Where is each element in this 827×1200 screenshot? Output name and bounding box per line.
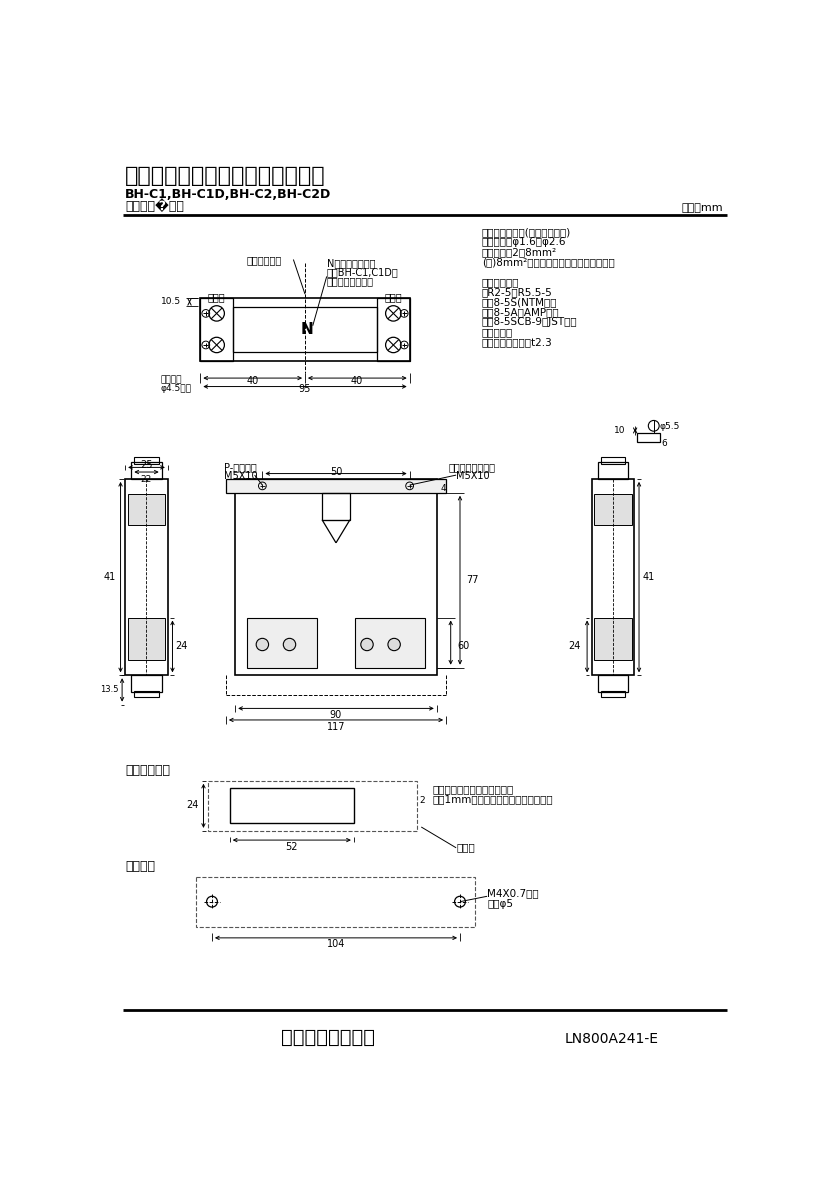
Text: 22: 22 (141, 475, 151, 484)
Text: R2-5～R5.5-5: R2-5～R5.5-5 (481, 287, 552, 298)
Text: M5X10: M5X10 (456, 472, 489, 481)
Bar (200, 298, 232, 361)
Text: 10.5: 10.5 (160, 298, 181, 306)
Text: 8-5A（AMP社）: 8-5A（AMP社） (481, 307, 559, 317)
Text: 13.5: 13.5 (100, 685, 119, 695)
Text: 穴明寸法: 穴明寸法 (125, 860, 155, 874)
Text: 24: 24 (175, 641, 188, 652)
Text: P-なべねじ: P-なべねじ (223, 462, 256, 472)
Bar (134, 457, 158, 463)
Bar (200, 298, 409, 361)
Bar (226, 479, 446, 493)
Text: N（中性線記号）: N（中性線記号） (327, 258, 375, 268)
Bar (196, 877, 475, 928)
Bar (376, 298, 409, 361)
Text: 片側1mmの隙間をもたせた寸法です。: 片側1mmの隙間をもたせた寸法です。 (433, 794, 552, 805)
Bar (636, 433, 659, 442)
Text: 52: 52 (285, 841, 298, 852)
Text: 又はφ5: 又はφ5 (486, 899, 513, 908)
Text: φ5.5: φ5.5 (659, 422, 680, 431)
Text: 104: 104 (327, 940, 345, 949)
Text: より線：2～8mm²: より線：2～8mm² (481, 247, 556, 257)
Text: BH-C1,BH-C1D,BH-C2,BH-C2D: BH-C1,BH-C1D,BH-C2,BH-C2D (125, 188, 331, 200)
Text: 24: 24 (568, 641, 581, 652)
Text: 40: 40 (246, 376, 258, 385)
Bar (125, 479, 168, 676)
Text: (注)8mm²電線は圧着端子をご使用下さい: (注)8mm²電線は圧着端子をご使用下さい (481, 257, 614, 268)
Text: 8-5S(NTM社）: 8-5S(NTM社） (481, 298, 557, 307)
Text: 単線　：φ1.6～φ2.6: 単線 ：φ1.6～φ2.6 (481, 238, 566, 247)
Text: 50: 50 (329, 467, 342, 476)
Text: 遮断器: 遮断器 (456, 842, 475, 852)
Bar (134, 691, 158, 697)
Text: 90: 90 (329, 710, 342, 720)
Circle shape (388, 638, 399, 650)
Bar (355, 618, 424, 667)
Text: 95: 95 (299, 384, 311, 395)
Bar (208, 781, 417, 830)
Text: 6: 6 (661, 439, 667, 448)
Text: 表板穴明寸法: 表板穴明寸法 (125, 764, 170, 776)
Circle shape (256, 638, 268, 650)
Bar (600, 691, 624, 697)
Text: 4: 4 (440, 485, 446, 493)
Bar (235, 479, 436, 676)
Text: 電源側: 電源側 (208, 292, 225, 302)
Text: 25: 25 (140, 461, 152, 470)
Text: 標準外形�法図: 標準外形�法図 (125, 199, 184, 214)
Bar (600, 457, 624, 463)
Bar (127, 494, 165, 526)
Text: 41: 41 (642, 571, 653, 582)
Bar (593, 618, 631, 660)
Text: 最大導帯板厚　t2.3: 最大導帯板厚 t2.3 (481, 337, 552, 347)
Text: 117: 117 (327, 721, 345, 732)
Text: 穴明寸法は遮断器窓枠に対し: 穴明寸法は遮断器窓枠に対し (433, 785, 514, 794)
Bar (131, 676, 161, 692)
Text: 三菱電機株式会社: 三菱電機株式会社 (281, 1028, 375, 1046)
Text: 遮断器の中心: 遮断器の中心 (246, 256, 282, 265)
Circle shape (361, 638, 373, 650)
Text: 2: 2 (419, 796, 425, 805)
Bar (131, 462, 161, 479)
Bar (232, 307, 376, 352)
Text: 60: 60 (457, 641, 469, 652)
Text: 24: 24 (186, 800, 198, 810)
Text: M5X10: M5X10 (223, 472, 257, 481)
Text: N: N (300, 322, 313, 337)
Text: φ4.5長穴: φ4.5長穴 (160, 384, 191, 394)
Text: 導帯加工図: 導帯加工図 (481, 328, 513, 337)
Bar (591, 479, 633, 676)
Circle shape (283, 638, 295, 650)
Text: にのみ付きます: にのみ付きます (327, 276, 373, 287)
Bar (597, 676, 628, 692)
Text: 単位：mm: 単位：mm (681, 203, 723, 214)
Text: 注：BH-C1,C1D形: 注：BH-C1,C1D形 (327, 268, 398, 277)
Bar (127, 618, 165, 660)
Bar (246, 618, 316, 667)
Text: 8-5SCB-9（JST社）: 8-5SCB-9（JST社） (481, 317, 576, 328)
Bar (597, 462, 628, 479)
Text: セルフアップねじ: セルフアップねじ (448, 462, 495, 472)
Bar (593, 494, 631, 526)
Text: 適合圧着端子: 適合圧着端子 (481, 277, 519, 287)
Text: 三菱分電盤用ノーヒューズ遮断器: 三菱分電盤用ノーヒューズ遮断器 (125, 166, 326, 186)
Text: 10: 10 (614, 426, 625, 434)
Bar (230, 788, 353, 823)
Text: 取付つめ: 取付つめ (160, 374, 181, 384)
Text: 40: 40 (351, 376, 362, 385)
Text: 適合電線サイズ(負荷端子のみ): 適合電線サイズ(負荷端子のみ) (481, 227, 571, 238)
Text: LN800A241-E: LN800A241-E (564, 1032, 657, 1046)
Text: 41: 41 (103, 571, 116, 582)
Text: M4X0.7ねじ: M4X0.7ねじ (486, 888, 538, 899)
Text: 77: 77 (466, 575, 478, 584)
Bar (322, 493, 350, 520)
Text: 負荷側: 負荷側 (384, 292, 402, 302)
